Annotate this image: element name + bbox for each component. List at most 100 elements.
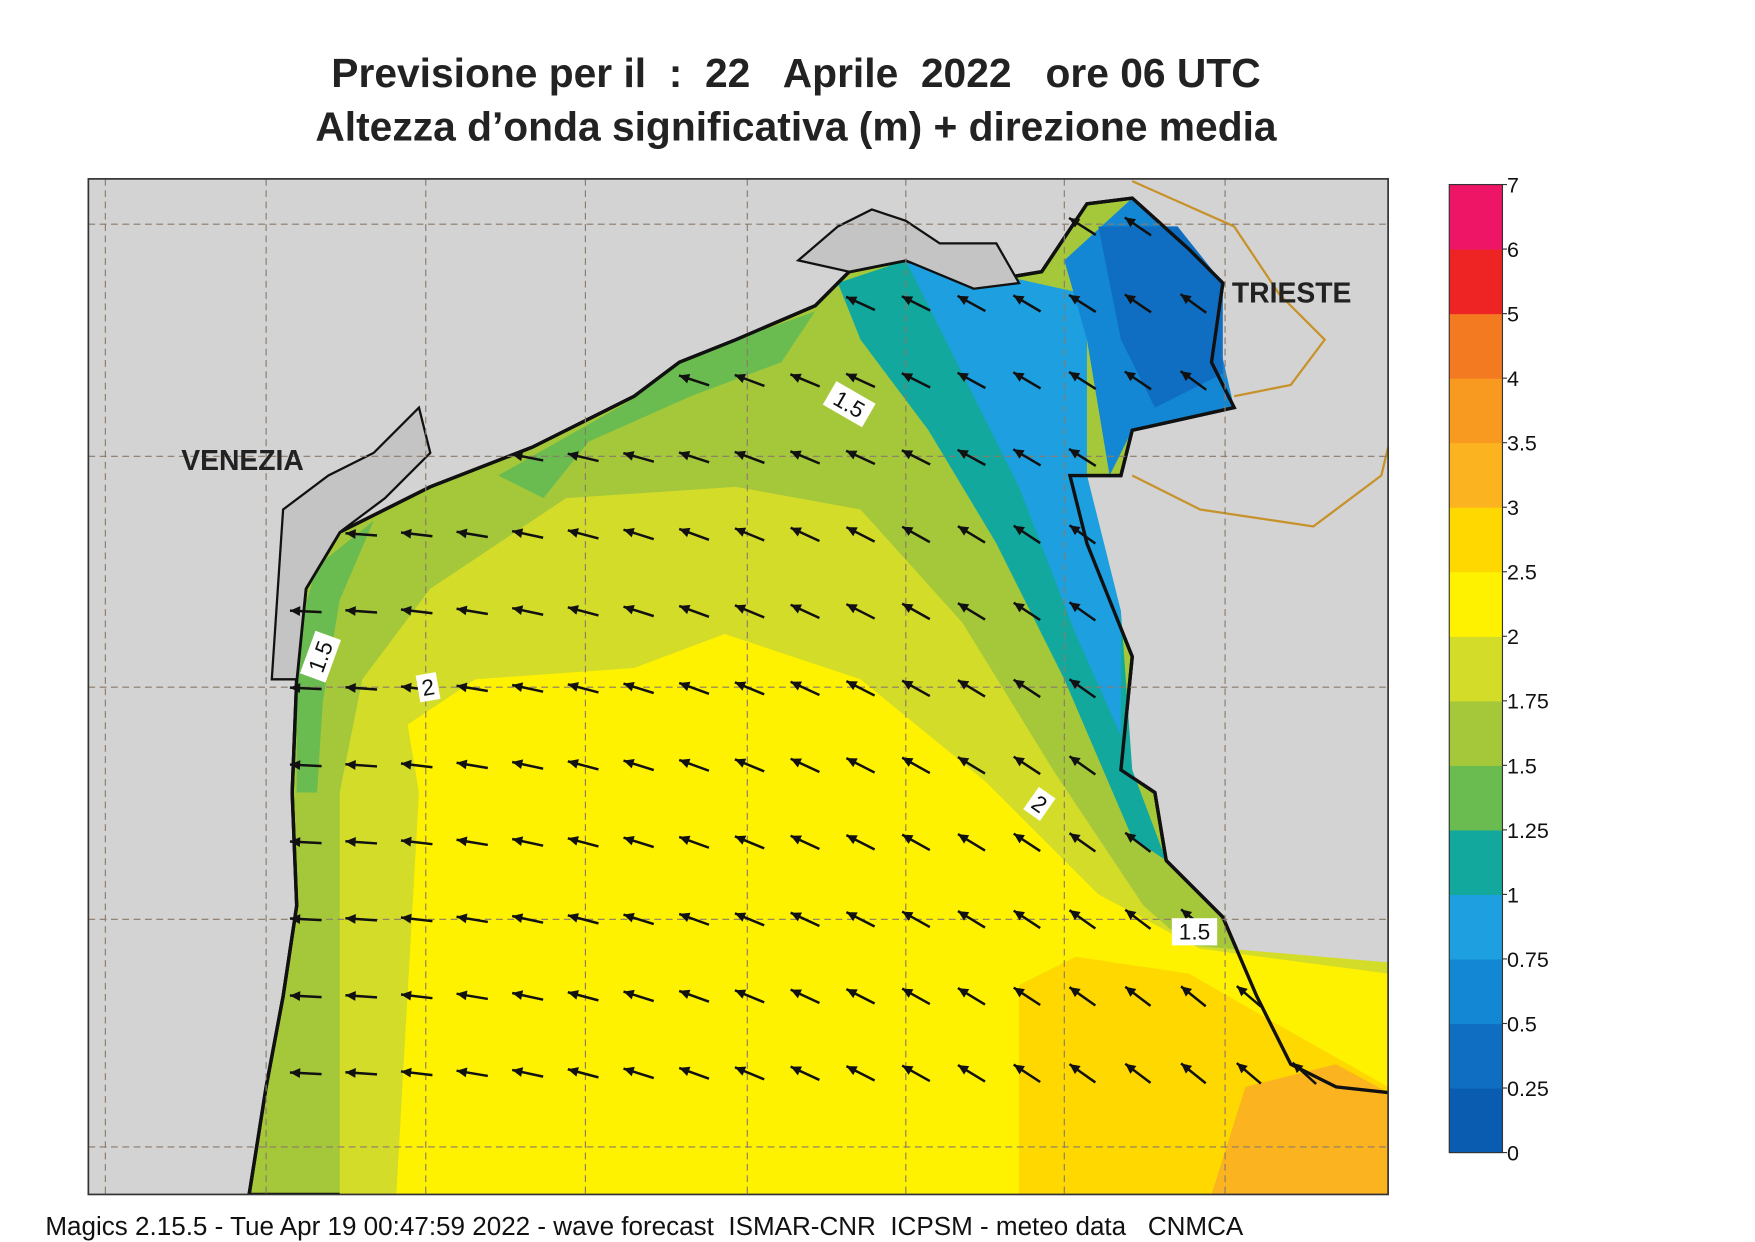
arrow-head <box>623 835 635 846</box>
arrow-head <box>345 760 356 770</box>
arrow-head <box>957 757 970 767</box>
arrow-head <box>846 989 858 999</box>
arrow-head <box>289 914 301 924</box>
arrow-head <box>957 988 970 998</box>
contour-label-box <box>415 672 441 703</box>
arrow-head <box>400 605 412 616</box>
border <box>1131 180 1389 528</box>
arrow-head <box>456 759 468 770</box>
arrow-head <box>456 528 468 539</box>
arrow-head <box>1125 909 1137 920</box>
arrow-head <box>400 836 412 847</box>
arrow-head <box>1069 833 1081 844</box>
colorbar-bin <box>1449 765 1503 831</box>
place-label: TRIESTE <box>1232 276 1352 308</box>
arrow-head <box>512 836 524 846</box>
arrow-head <box>1013 602 1025 613</box>
arrow-head <box>846 912 858 922</box>
arrow-head <box>623 989 635 1000</box>
arrow-head <box>1181 909 1193 920</box>
arrow-head <box>623 912 635 923</box>
arrow-head <box>734 527 747 537</box>
arrow-head <box>289 1068 301 1078</box>
colorbar-label: 2.5 <box>1507 561 1537 585</box>
arrow-head <box>345 1068 356 1078</box>
arrow-head <box>512 451 524 462</box>
arrow-head <box>456 682 468 693</box>
arrow-head <box>567 451 579 461</box>
arrow-head <box>901 296 914 306</box>
arrow-head <box>623 1066 635 1077</box>
arrow-head <box>902 911 914 921</box>
arrow-head <box>1013 1064 1025 1075</box>
arrow-head <box>734 1066 747 1076</box>
arrow-head <box>567 836 579 846</box>
arrow-head <box>1125 1063 1137 1074</box>
arrow-head <box>400 528 412 539</box>
arrow-head <box>902 1065 914 1075</box>
arrow-head <box>1181 1063 1193 1074</box>
arrow-head <box>1069 371 1081 382</box>
colorbar-frame <box>1448 183 1504 1154</box>
arrow-head <box>345 914 356 924</box>
arrow-head <box>734 604 747 614</box>
contour-label-box <box>822 381 876 428</box>
arrow-head <box>456 913 468 924</box>
arrow-head <box>846 527 858 537</box>
title-line-1: Previsione per il : 22 Aprile 2022 ore 0… <box>331 50 1260 96</box>
contour-fill <box>1098 226 1223 408</box>
colorbar-bin <box>1449 636 1503 702</box>
colorbar-label: 1.5 <box>1507 754 1537 778</box>
colorbar-label: 5 <box>1507 303 1519 327</box>
arrow-head <box>1013 833 1025 844</box>
arrow-head <box>1180 294 1192 305</box>
contour-label-box <box>1023 786 1056 821</box>
colorbar-bin <box>1449 249 1503 315</box>
arrow-head <box>623 758 635 769</box>
colorbar-bin <box>1449 1023 1503 1089</box>
arrow-head <box>1292 1062 1304 1074</box>
arrow-head <box>957 603 970 613</box>
colorbar-label: 0 <box>1507 1141 1519 1165</box>
colorbar-bin <box>1449 1088 1503 1154</box>
arrow-head <box>790 912 802 922</box>
arrow-head <box>345 606 356 616</box>
arrow-head <box>902 680 914 690</box>
arrow-head <box>1181 986 1193 997</box>
title-line-2: Altezza d’onda significativa (m) + direz… <box>315 103 1277 149</box>
arrow-head <box>1069 217 1081 228</box>
wave-direction-arrows <box>289 216 1317 1085</box>
arrow-head <box>1069 602 1081 613</box>
arrow-head <box>679 989 691 1000</box>
colorbar-bin <box>1449 571 1503 637</box>
map-frame <box>87 178 1389 1196</box>
arrow-head <box>902 988 914 998</box>
arrow-head <box>400 759 412 770</box>
arrow-head <box>790 989 802 999</box>
arrow-head <box>679 1066 691 1077</box>
arrow-head <box>846 604 858 614</box>
arrow-head <box>679 604 691 615</box>
arrow-head <box>901 373 914 383</box>
arrow-head <box>289 606 301 617</box>
colorbar-bin <box>1449 313 1503 379</box>
arrow-head <box>1125 986 1137 997</box>
colorbar-bin <box>1449 700 1503 766</box>
arrow-head <box>734 758 747 768</box>
contour-fill <box>905 260 1121 736</box>
arrow-head <box>1013 756 1025 767</box>
contour-fill <box>1211 1064 1389 1195</box>
arrow-head <box>902 526 914 536</box>
arrow-head <box>456 990 468 1001</box>
arrow-head <box>345 529 356 539</box>
arrow-head <box>790 681 802 691</box>
arrow-head <box>1069 1064 1081 1075</box>
arrow-head <box>456 1067 468 1078</box>
arrow-head <box>1069 679 1081 690</box>
arrow-head <box>567 528 579 538</box>
colorbar-label: 2 <box>1507 625 1519 649</box>
colorbar: 0 0.25 0.5 0.75 1 1.25 1.5 1.75 2 2.5 3 3.5 4 5 6 7 <box>1448 173 1549 1165</box>
arrow-head <box>1069 910 1081 921</box>
colorbar-bin <box>1449 442 1503 508</box>
colorbar-bin <box>1449 184 1503 250</box>
